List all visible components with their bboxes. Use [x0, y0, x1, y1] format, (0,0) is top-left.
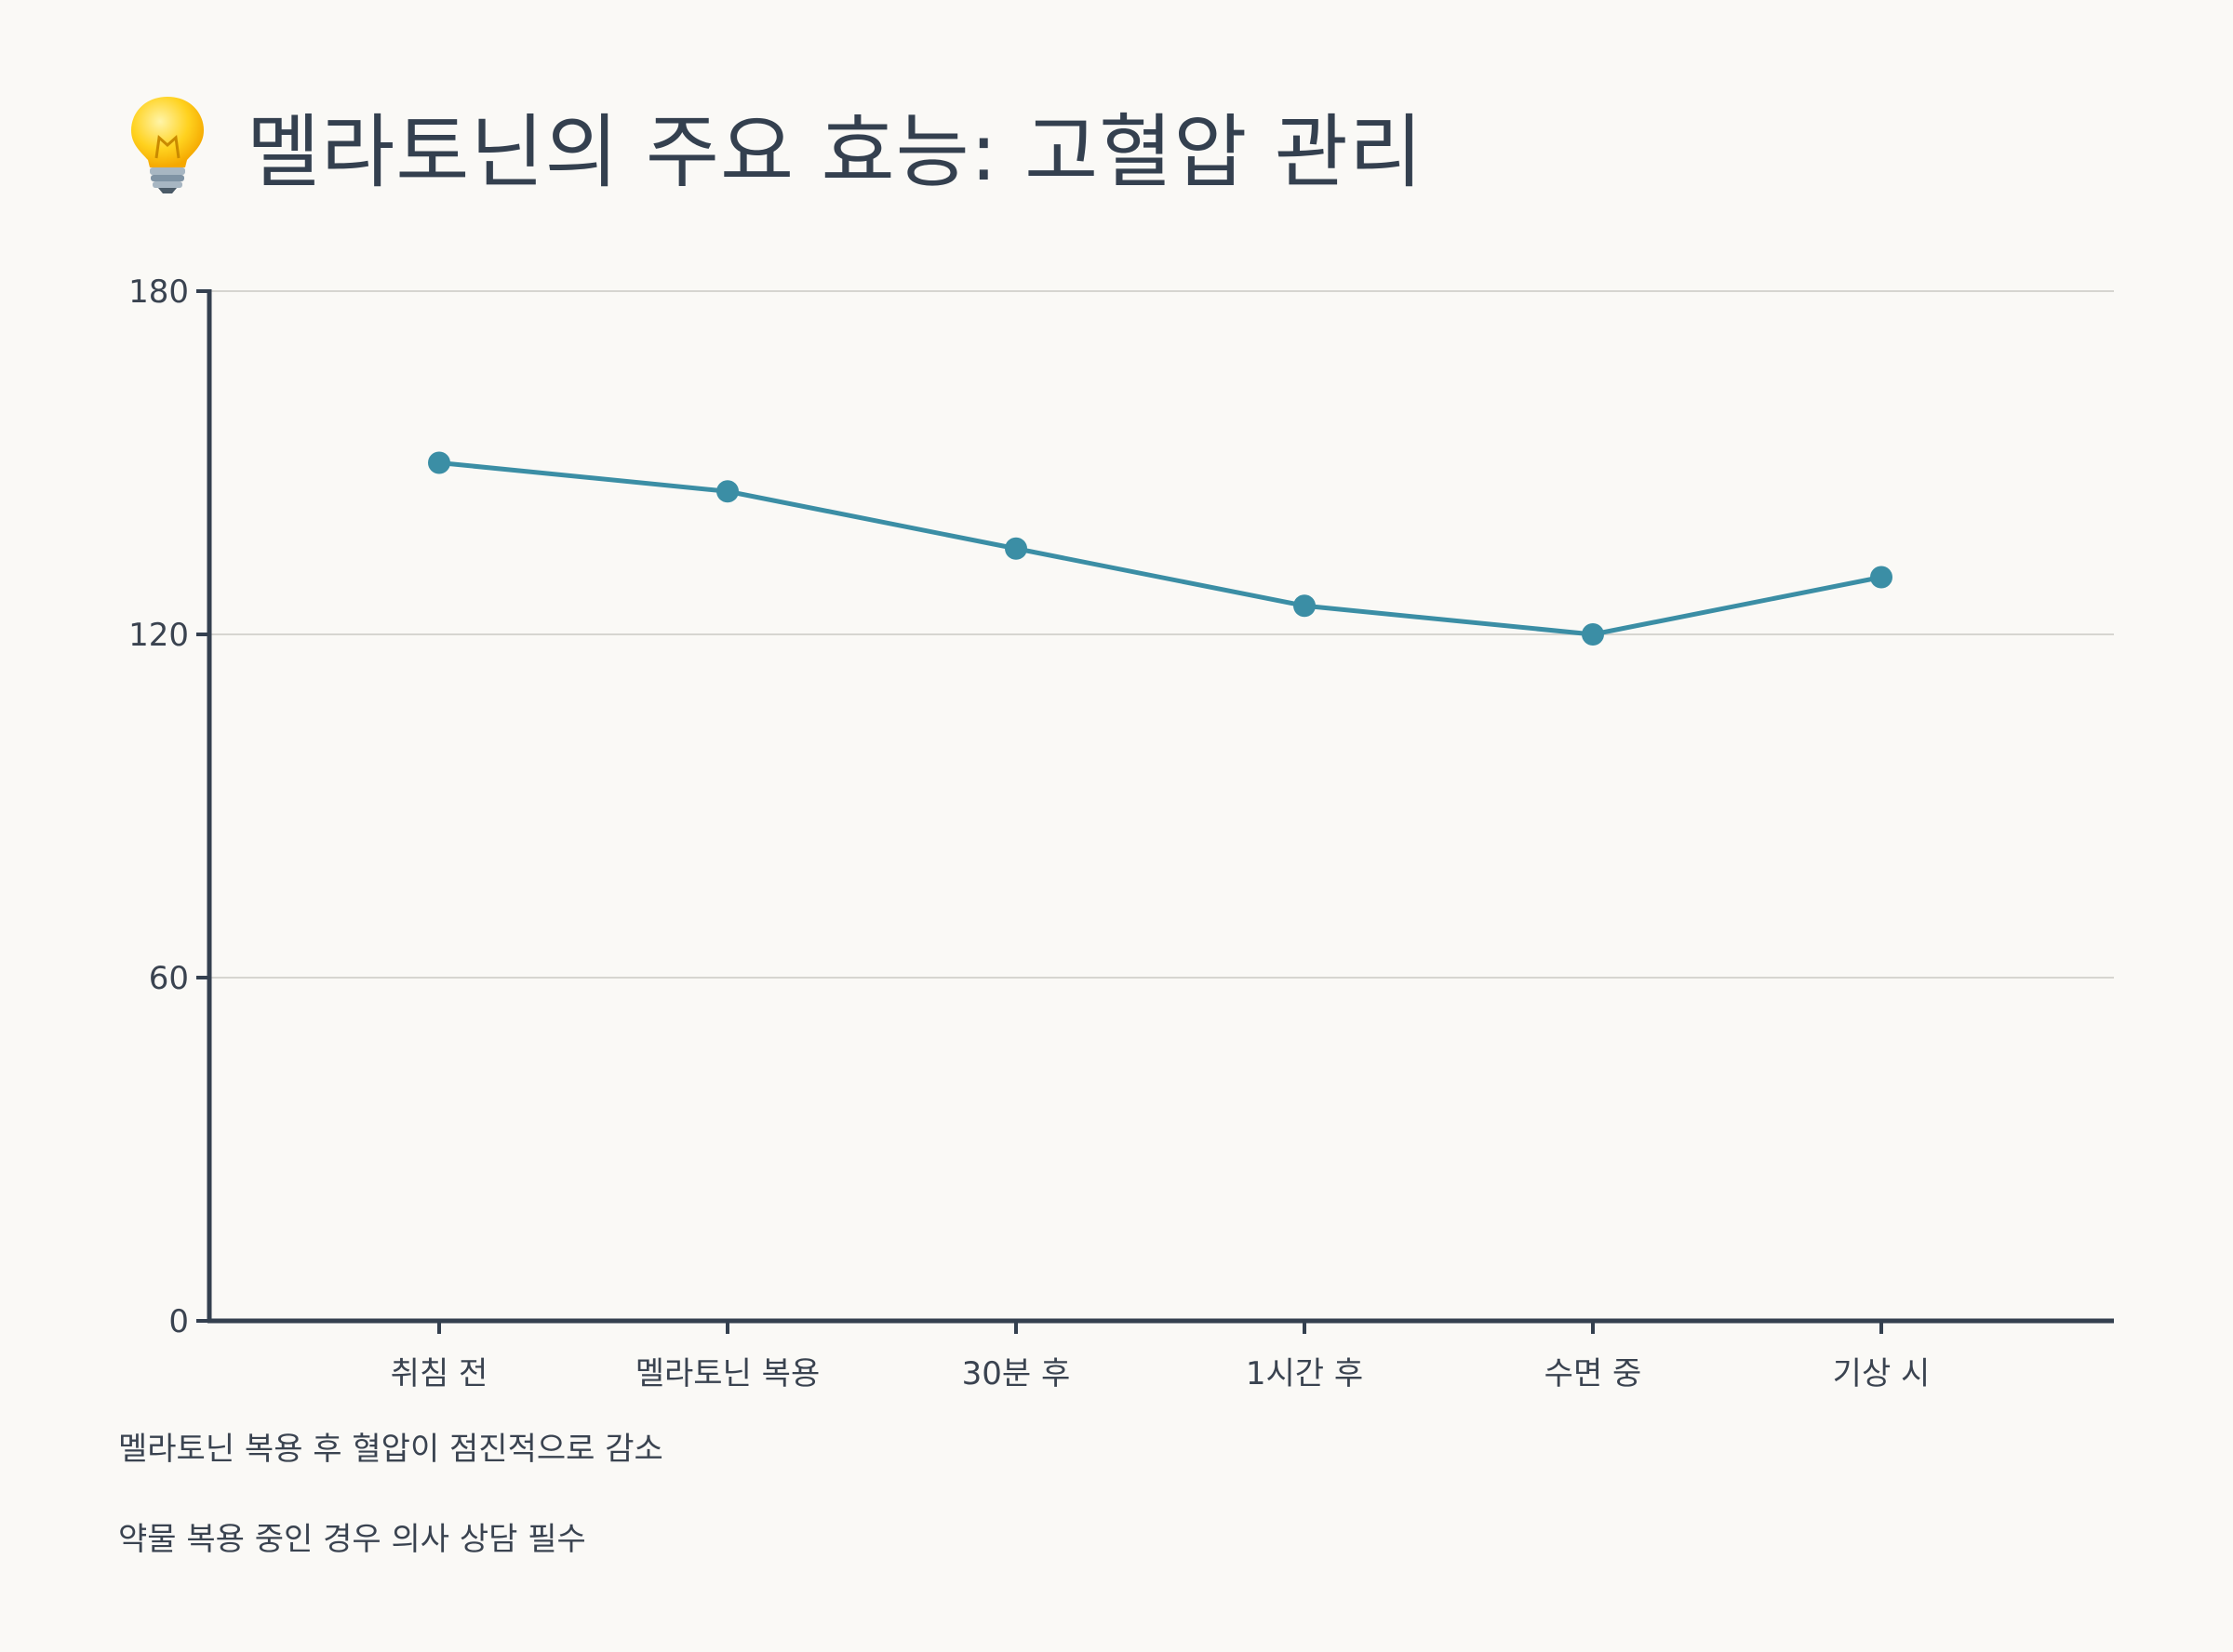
series-line-0: [438, 460, 1882, 637]
y-tick-label-0: 0: [168, 1303, 189, 1340]
chart-note-1: 멜라토닌 복용 후 혈압이 점진적으로 감소: [118, 1431, 663, 1468]
y-tick-label-2: 120: [128, 617, 189, 654]
data-point-1: [716, 480, 739, 503]
line-chart: 0 60 120 180 취침 전 멜라토닌 복용 30분 후 1시간 후 수면 중 기상 시: [128, 273, 2114, 1392]
chart-header: 멜라토닌의 주요 효능: 고혈압 관리: [126, 88, 1424, 200]
page-title: 멜라토닌의 주요 효능: 고혈압 관리: [247, 105, 1424, 199]
x-tick-label-2: 30분 후: [962, 1355, 1071, 1392]
x-tick-label-3: 1시간 후: [1246, 1355, 1363, 1392]
y-tick-label-3: 180: [128, 273, 189, 311]
data-point-0: [428, 451, 450, 474]
x-tick-label-4: 수면 중: [1544, 1355, 1642, 1392]
data-point-4: [1582, 623, 1604, 646]
y-tick-label-1: 60: [149, 960, 189, 997]
data-point-5: [1870, 566, 1892, 589]
x-tick-label-0: 취침 전: [391, 1355, 488, 1392]
axis-layer: [196, 289, 2114, 1334]
grid-layer: [209, 290, 2114, 979]
data-point-2: [1005, 537, 1027, 560]
label-layer: 0 60 120 180 취침 전 멜라토닌 복용 30분 후 1시간 후 수면 중 기상 시: [128, 273, 1930, 1392]
x-tick-label-5: 기상 시: [1833, 1355, 1931, 1392]
data-point-3: [1293, 594, 1316, 618]
series-layer: [428, 451, 1892, 646]
lightbulb-icon: [131, 97, 204, 193]
x-tick-label-1: 멜라토닌 복용: [635, 1355, 821, 1392]
chart-note-2: 약물 복용 중인 경우 의사 상담 필수: [118, 1521, 586, 1558]
